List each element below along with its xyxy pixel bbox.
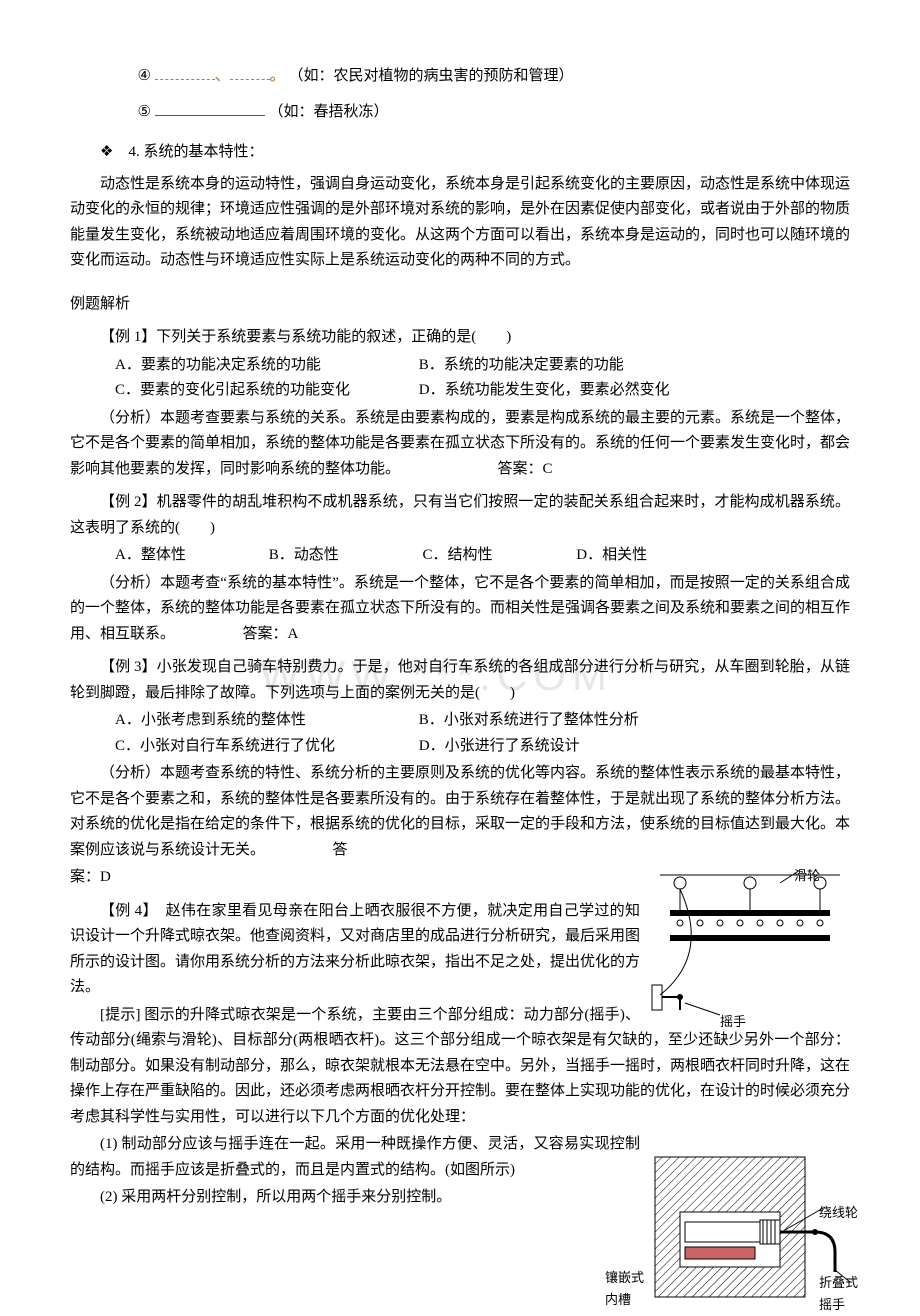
ex3-analysis: （分析）本题考查系统的特性、系统分析的主要原则及系统的优化等内容。系统的整体性表… [70,761,850,863]
fig1-handle-label: 摇手 [720,1011,746,1033]
section-4-title: ❖ 4. 系统的基本特性： [70,139,850,166]
ex3-answer-prefix: 答 [303,838,348,864]
ex2-stem: 【例 2】机器零件的胡乱堆积构不成机器系统，只有当它们按照一定的装配关系组合起来… [70,490,850,541]
figure-1: 滑轮 摇手 [650,865,850,1025]
ex1-analysis: （分析）本题考查要素与系统的关系。系统是由要素构成的，要素是构成系统的最主要的元… [70,406,850,483]
ex2-options: A．整体性 B．动态性 C．结构性 D．相关性 [70,543,850,569]
blank-4a [155,64,215,80]
example-3: 【例 3】小张发现自己骑车特别费力。于是，他对自行车系统的各组成部分进行分析与研… [70,655,850,863]
ex1-options-row2: C．要素的变化引起系统的功能变化 D．系统功能发生变化，要素必然变化 [70,378,850,404]
diamond-icon: ❖ [100,143,113,160]
ex2-optC: C．结构性 [423,543,573,569]
item5-note: （如：春捂秋冻） [268,104,388,120]
ex3-optD: D．小张进行了系统设计 [419,734,580,760]
fig2-fold-label: 折叠式 摇手 [819,1272,858,1316]
example-2: 【例 2】机器零件的胡乱堆积构不成机器系统，只有当它们按照一定的装配关系组合起来… [70,490,850,647]
ex2-optB: B．动态性 [269,543,419,569]
fig2-wheel-label: 绕线轮 [819,1202,858,1224]
ex3-optB: B．小张对系统进行了整体性分析 [419,708,639,734]
pulley-diagram [650,865,850,1025]
ex3-optC: C．小张对自行车系统进行了优化 [115,734,415,760]
ex1-optC: C．要素的变化引起系统的功能变化 [115,378,415,404]
fig2-slot-label: 镶嵌式 内槽 [605,1267,644,1311]
ex1-optB: B．系统的功能决定要素的功能 [419,353,624,379]
ex3-stem: 【例 3】小张发现自己骑车特别费力。于是，他对自行车系统的各组成部分进行分析与研… [70,655,850,706]
dot-icon: 。 [270,68,285,84]
ex2-optA: A．整体性 [115,543,265,569]
ex3-optA: A．小张考虑到系统的整体性 [115,708,415,734]
fill-item-4: ④ 、 。 （如：农民对植物的病虫害的预防和管理） [70,64,850,90]
figure-2: 镶嵌式 内槽 绕线轮 折叠式 摇手 [650,1152,850,1302]
ex3-analysis-text: （分析）本题考查系统的特性、系统分析的主要原则及系统的优化等内容。系统的整体性表… [70,765,850,858]
ex1-optA: A．要素的功能决定系统的功能 [115,353,415,379]
fill-item-5: ⑤ （如：春捂秋冻） [70,100,850,126]
item4-num: ④ [138,68,151,84]
examples-heading: 例题解析 [70,292,850,318]
ex3-options-row2: C．小张对自行车系统进行了优化 D．小张进行了系统设计 [70,734,850,760]
example-1: 【例 1】下列关于系统要素与系统功能的叙述，正确的是( ) A．要素的功能决定系… [70,325,850,482]
item5-num: ⑤ [138,104,151,120]
ex2-analysis: （分析）本题考查“系统的基本特性”。系统是一个整体，它不是各个要素的简单相加，而… [70,571,850,648]
ex1-stem: 【例 1】下列关于系统要素与系统功能的叙述，正确的是( ) [70,325,850,351]
sec4-title-text: 4. 系统的基本特性： [128,144,263,160]
item4-note: （如：农民对植物的病虫害的预防和管理） [288,68,573,84]
dot-icon: 、 [215,68,230,84]
ex2-answer: 答案：A [213,622,299,648]
fig1-pulley-label: 滑轮 [794,865,820,887]
section-4-body: 动态性是系统本身的运动特性，强调自身运动变化，系统本身是引起系统变化的主要原因，… [70,172,850,274]
ex2-optD: D．相关性 [576,543,647,569]
ex1-optD: D．系统功能发生变化，要素必然变化 [419,378,670,404]
ex1-options-row1: A．要素的功能决定系统的功能 B．系统的功能决定要素的功能 [70,353,850,379]
ex3-options-row1: A．小张考虑到系统的整体性 B．小张对系统进行了整体性分析 [70,708,850,734]
ex1-analysis-text: （分析）本题考查要素与系统的关系。系统是由要素构成的，要素是构成系统的最主要的元… [70,410,850,477]
blank-4b [230,64,270,80]
page-content: ④ 、 。 （如：农民对植物的病虫害的预防和管理） ⑤ （如：春捂秋冻） ❖ 4.… [70,64,850,1211]
ex2-analysis-text: （分析）本题考查“系统的基本特性”。系统是一个整体，它不是各个要素的简单相加，而… [70,575,850,642]
ex1-answer: 答案：C [468,457,553,483]
blank-5 [155,100,265,116]
